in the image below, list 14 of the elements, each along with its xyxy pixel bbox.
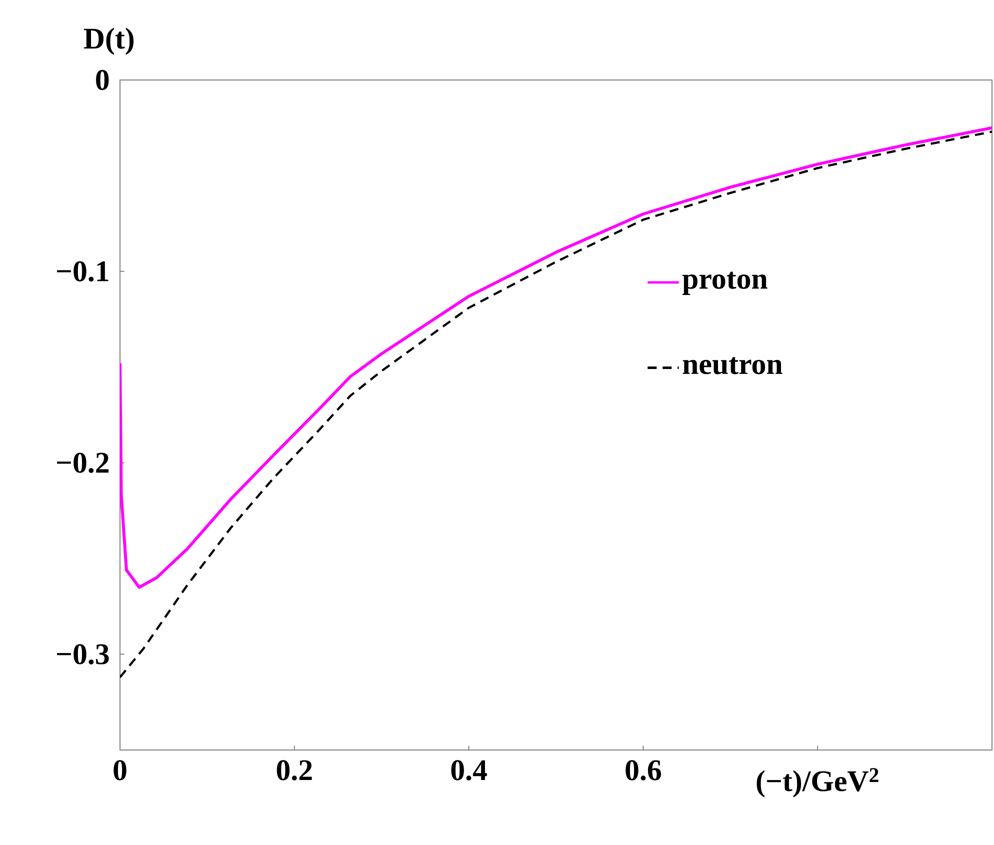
line-series bbox=[120, 130, 992, 678]
y-tick-label: −0.2 bbox=[57, 452, 109, 473]
y-axis-title: D(t) bbox=[84, 28, 134, 55]
legend-label: proton bbox=[682, 272, 768, 295]
x-tick-label: 0.4 bbox=[451, 760, 487, 780]
x-tick-label: 0.2 bbox=[276, 760, 312, 780]
legend-label: neutron bbox=[682, 357, 782, 374]
x-axis-title: (−t)/GeV$^{2}$ bbox=[756, 768, 878, 798]
line-series bbox=[120, 126, 992, 589]
y-tick-label: 0 bbox=[96, 70, 109, 90]
x-tick-label: 0.6 bbox=[626, 760, 662, 780]
y-tick-label: −0.3 bbox=[57, 644, 109, 664]
y-tick-label: −0.1 bbox=[57, 261, 108, 282]
x-tick-label: 0 bbox=[114, 760, 126, 780]
